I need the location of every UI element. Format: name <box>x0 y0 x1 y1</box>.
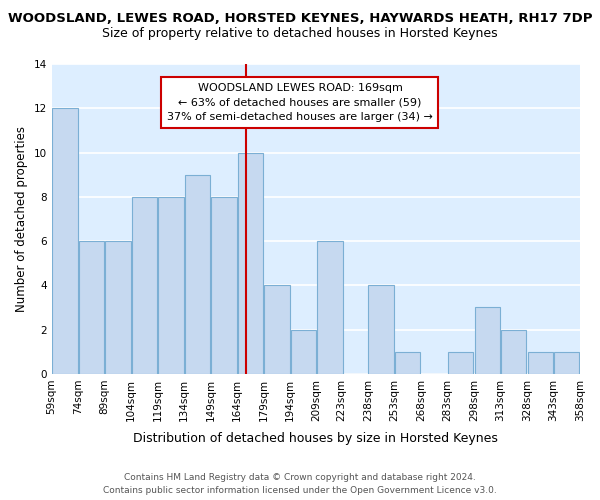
Bar <box>448 352 473 374</box>
Text: WOODSLAND LEWES ROAD: 169sqm
← 63% of detached houses are smaller (59)
37% of se: WOODSLAND LEWES ROAD: 169sqm ← 63% of de… <box>167 82 433 122</box>
Bar <box>158 197 184 374</box>
Bar <box>79 241 104 374</box>
Bar <box>238 152 263 374</box>
Bar <box>368 286 394 374</box>
Text: WOODSLAND, LEWES ROAD, HORSTED KEYNES, HAYWARDS HEATH, RH17 7DP: WOODSLAND, LEWES ROAD, HORSTED KEYNES, H… <box>8 12 592 26</box>
Bar <box>317 241 343 374</box>
Y-axis label: Number of detached properties: Number of detached properties <box>15 126 28 312</box>
Bar <box>185 174 210 374</box>
Bar <box>554 352 580 374</box>
Bar <box>501 330 526 374</box>
Bar <box>52 108 77 374</box>
Text: Contains HM Land Registry data © Crown copyright and database right 2024.
Contai: Contains HM Land Registry data © Crown c… <box>103 473 497 495</box>
Bar <box>395 352 421 374</box>
Bar <box>211 197 236 374</box>
Text: Size of property relative to detached houses in Horsted Keynes: Size of property relative to detached ho… <box>102 28 498 40</box>
Bar <box>132 197 157 374</box>
X-axis label: Distribution of detached houses by size in Horsted Keynes: Distribution of detached houses by size … <box>133 432 498 445</box>
Bar <box>105 241 131 374</box>
Bar <box>264 286 290 374</box>
Bar <box>527 352 553 374</box>
Bar <box>291 330 316 374</box>
Bar <box>475 308 500 374</box>
